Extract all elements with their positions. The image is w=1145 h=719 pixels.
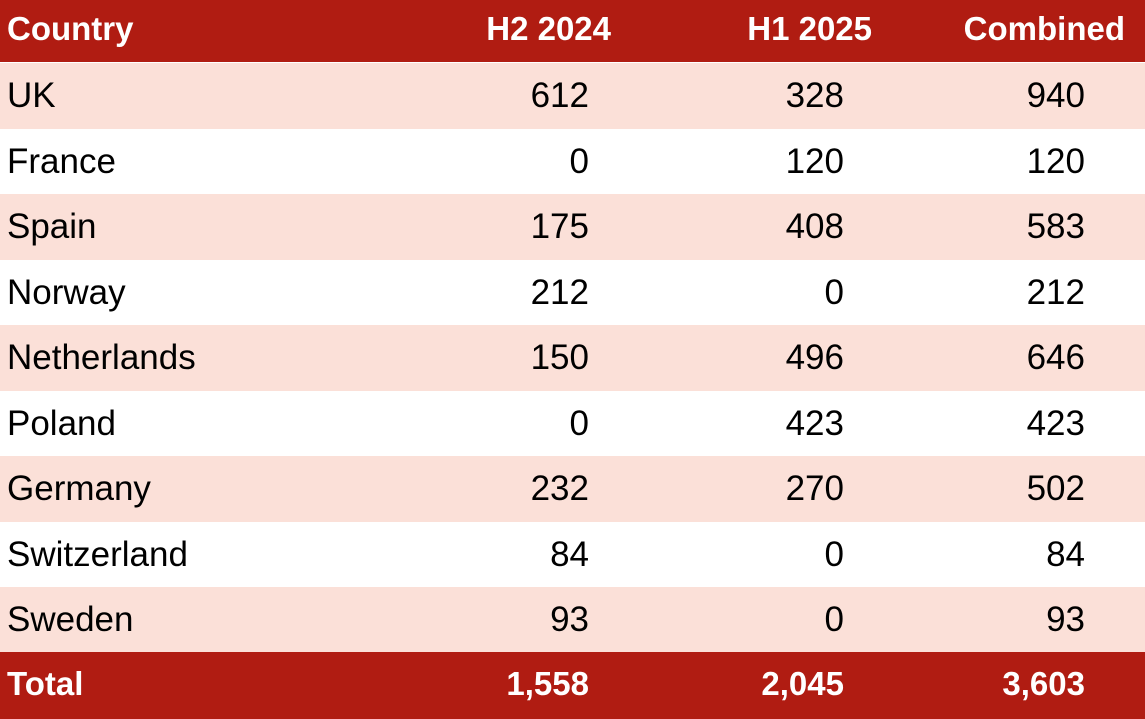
country-cell: Netherlands	[7, 338, 196, 377]
h1-2025-cell: 0	[824, 600, 844, 639]
table-row: Netherlands 150 496 646	[0, 325, 1145, 391]
table-row: Spain 175 408 583	[0, 194, 1145, 260]
h2-2024-cell: 175	[530, 207, 589, 246]
combined-cell: 84	[1046, 535, 1085, 574]
country-cell: UK	[7, 76, 56, 115]
combined-cell: 212	[1026, 273, 1085, 312]
h2-2024-cell: 0	[569, 404, 589, 443]
table-row: UK 612 328 940	[0, 63, 1145, 129]
header-h2-2024: H2 2024	[486, 10, 611, 47]
h1-2025-cell: 120	[785, 142, 844, 181]
header-combined: Combined	[963, 10, 1125, 47]
country-cell: Norway	[7, 273, 126, 312]
combined-cell: 502	[1026, 469, 1085, 508]
table-total-row: Total 1,558 2,045 3,603	[0, 652, 1145, 719]
h2-2024-cell: 84	[550, 535, 589, 574]
h1-2025-cell: 496	[785, 338, 844, 377]
h2-2024-cell: 93	[550, 600, 589, 639]
table-row: Germany 232 270 502	[0, 456, 1145, 522]
header-h1-2025: H1 2025	[747, 10, 872, 47]
combined-cell: 646	[1026, 338, 1085, 377]
h2-2024-cell: 212	[530, 273, 589, 312]
combined-cell: 93	[1046, 600, 1085, 639]
country-cell: Switzerland	[7, 535, 188, 574]
combined-cell: 423	[1026, 404, 1085, 443]
header-country: Country	[7, 10, 134, 47]
h1-2025-cell: 270	[785, 469, 844, 508]
total-h2-2024: 1,558	[506, 665, 589, 702]
h1-2025-cell: 0	[824, 535, 844, 574]
total-label: Total	[7, 665, 84, 702]
country-cell: France	[7, 142, 116, 181]
table-header-row: Country H2 2024 H1 2025 Combined	[0, 0, 1145, 63]
combined-cell: 583	[1026, 207, 1085, 246]
country-cell: Spain	[7, 207, 97, 246]
h1-2025-cell: 0	[824, 273, 844, 312]
total-h1-2025: 2,045	[761, 665, 844, 702]
combined-cell: 120	[1026, 142, 1085, 181]
table-row: Switzerland 84 0 84	[0, 522, 1145, 587]
h1-2025-cell: 408	[785, 207, 844, 246]
h2-2024-cell: 0	[569, 142, 589, 181]
h1-2025-cell: 328	[785, 76, 844, 115]
h2-2024-cell: 232	[530, 469, 589, 508]
h2-2024-cell: 612	[530, 76, 589, 115]
table-row: Sweden 93 0 93	[0, 587, 1145, 652]
table-row: Norway 212 0 212	[0, 260, 1145, 325]
country-cell: Poland	[7, 404, 116, 443]
h2-2024-cell: 150	[530, 338, 589, 377]
h1-2025-cell: 423	[785, 404, 844, 443]
table-row: France 0 120 120	[0, 129, 1145, 194]
total-combined: 3,603	[1002, 665, 1085, 702]
table-row: Poland 0 423 423	[0, 391, 1145, 456]
country-cell: Sweden	[7, 600, 134, 639]
combined-cell: 940	[1026, 76, 1085, 115]
country-cell: Germany	[7, 469, 151, 508]
